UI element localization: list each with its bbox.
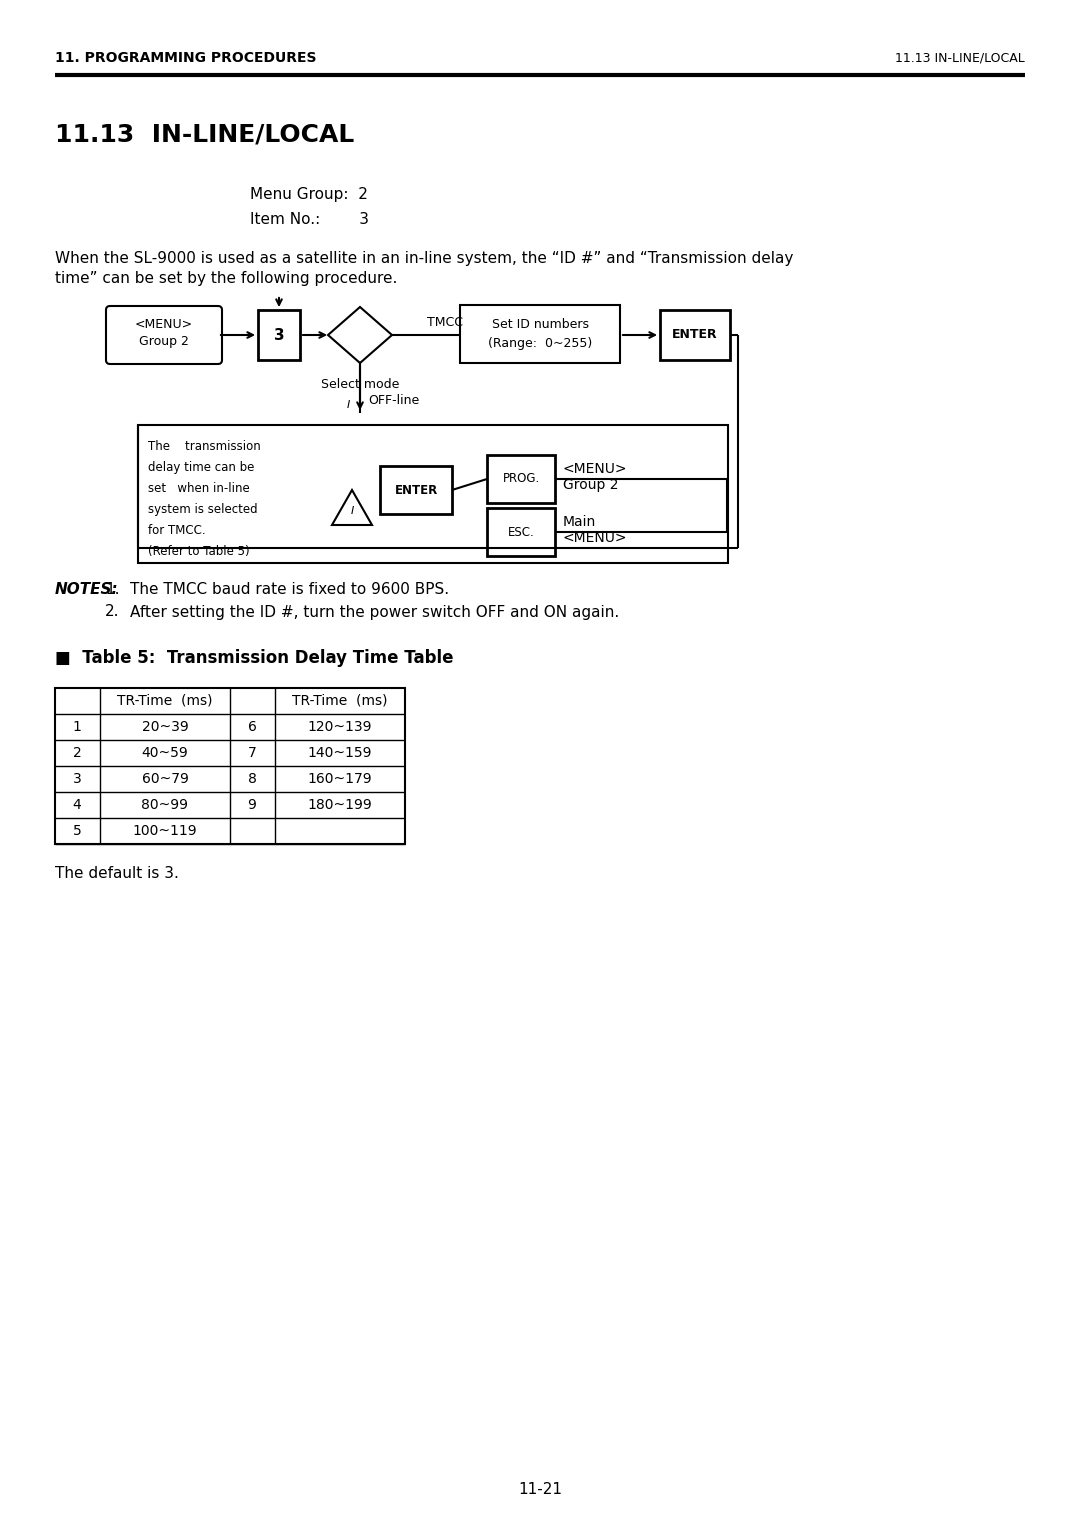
Polygon shape — [332, 490, 372, 525]
Text: 1: 1 — [72, 720, 81, 734]
Text: (Refer to Table 5): (Refer to Table 5) — [148, 544, 249, 558]
Text: for TMCC.: for TMCC. — [148, 525, 205, 537]
Text: <MENU>: <MENU> — [563, 462, 627, 476]
Text: 160~179: 160~179 — [308, 772, 373, 785]
Text: 1.: 1. — [105, 583, 120, 598]
Text: 60~79: 60~79 — [141, 772, 188, 785]
Text: system is selected: system is selected — [148, 503, 258, 515]
Text: After setting the ID #, turn the power switch OFF and ON again.: After setting the ID #, turn the power s… — [130, 604, 619, 619]
Text: time” can be set by the following procedure.: time” can be set by the following proced… — [55, 270, 397, 285]
Text: set   when in-line: set when in-line — [148, 482, 249, 496]
Text: The default is 3.: The default is 3. — [55, 866, 179, 881]
Text: OFF-line: OFF-line — [368, 393, 419, 407]
Bar — [380, 467, 453, 514]
Text: NOTES:: NOTES: — [55, 583, 119, 598]
Bar — [258, 310, 300, 360]
Text: Select mode: Select mode — [321, 378, 400, 392]
Text: <MENU>: <MENU> — [563, 531, 627, 544]
Text: 3: 3 — [273, 328, 284, 343]
Text: 40~59: 40~59 — [141, 746, 188, 759]
Text: The    transmission: The transmission — [148, 441, 260, 453]
FancyBboxPatch shape — [106, 307, 222, 364]
Text: <MENU>: <MENU> — [135, 317, 193, 331]
Text: TMCC: TMCC — [427, 317, 463, 329]
Text: 4: 4 — [72, 798, 81, 811]
Text: 8: 8 — [247, 772, 256, 785]
Text: 100~119: 100~119 — [133, 824, 198, 839]
Text: 11.13 IN-LINE/LOCAL: 11.13 IN-LINE/LOCAL — [895, 52, 1025, 64]
Text: 5: 5 — [72, 824, 81, 839]
Text: 80~99: 80~99 — [141, 798, 189, 811]
Bar — [660, 310, 730, 360]
Text: ENTER: ENTER — [672, 328, 718, 342]
Text: 20~39: 20~39 — [141, 720, 188, 734]
Text: 11-21: 11-21 — [518, 1482, 562, 1498]
Text: 180~199: 180~199 — [308, 798, 373, 811]
Text: I: I — [347, 400, 350, 410]
Text: The TMCC baud rate is fixed to 9600 BPS.: The TMCC baud rate is fixed to 9600 BPS. — [130, 583, 449, 598]
Text: ■  Table 5:  Transmission Delay Time Table: ■ Table 5: Transmission Delay Time Table — [55, 650, 454, 666]
Bar — [55, 688, 405, 843]
Text: 6: 6 — [247, 720, 256, 734]
Polygon shape — [328, 307, 392, 363]
Text: Main: Main — [563, 515, 596, 529]
Text: 11.13  IN-LINE/LOCAL: 11.13 IN-LINE/LOCAL — [55, 124, 354, 146]
Text: When the SL-9000 is used as a satellite in an in-line system, the “ID #” and “Tr: When the SL-9000 is used as a satellite … — [55, 250, 794, 265]
Text: 140~159: 140~159 — [308, 746, 373, 759]
Text: Group 2: Group 2 — [563, 477, 619, 493]
Text: 9: 9 — [247, 798, 256, 811]
Text: 3: 3 — [72, 772, 81, 785]
Bar — [487, 508, 555, 557]
Text: TR-Time  (ms): TR-Time (ms) — [118, 694, 213, 708]
Text: 120~139: 120~139 — [308, 720, 373, 734]
Bar — [138, 425, 728, 563]
Text: Group 2: Group 2 — [139, 336, 189, 349]
Text: 7: 7 — [247, 746, 256, 759]
Text: I: I — [350, 506, 353, 515]
Text: (Range:  0~255): (Range: 0~255) — [488, 337, 592, 349]
Text: delay time can be: delay time can be — [148, 461, 255, 474]
Text: TR-Time  (ms): TR-Time (ms) — [293, 694, 388, 708]
Text: 2: 2 — [72, 746, 81, 759]
Text: ESC.: ESC. — [508, 526, 535, 538]
Text: PROG.: PROG. — [502, 473, 540, 485]
Text: Menu Group:  2: Menu Group: 2 — [249, 188, 368, 203]
Text: Set ID numbers: Set ID numbers — [491, 319, 589, 331]
Text: 2.: 2. — [105, 604, 120, 619]
Bar — [487, 454, 555, 503]
Text: ENTER: ENTER — [394, 483, 437, 497]
Text: Item No.:        3: Item No.: 3 — [249, 212, 369, 227]
Text: 11. PROGRAMMING PROCEDURES: 11. PROGRAMMING PROCEDURES — [55, 50, 316, 66]
Bar — [460, 305, 620, 363]
